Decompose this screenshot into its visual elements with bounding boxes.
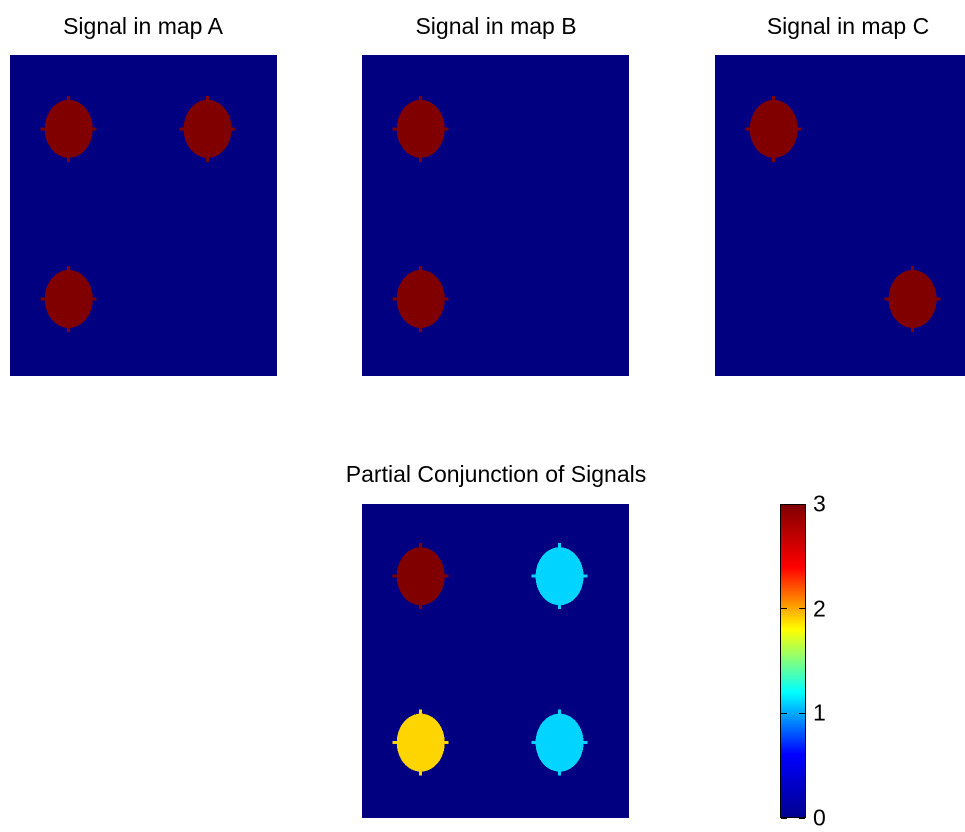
heatmap-background (362, 55, 629, 376)
heatmap-map-a-svg (10, 55, 277, 376)
blob-1 (884, 265, 941, 332)
title-map-a: Signal in map A (63, 13, 223, 39)
colorbar-tick-label-1: 1 (813, 699, 826, 726)
blob-2 (392, 709, 449, 776)
blob-1 (392, 265, 449, 332)
blob-0 (392, 95, 449, 162)
blob-0 (392, 543, 449, 610)
blob-1 (179, 95, 236, 162)
heatmap-map-c (715, 55, 965, 376)
colorbar-tick-left-0 (781, 818, 787, 819)
heatmap-map-b-svg (362, 55, 629, 376)
blob-2 (40, 265, 97, 332)
heatmap-map-a (10, 55, 277, 376)
colorbar-tick-2 (799, 608, 805, 609)
colorbar-tick-left-3 (781, 504, 787, 505)
colorbar-tick-label-0: 0 (813, 804, 826, 831)
title-map-b: Signal in map B (415, 13, 577, 39)
blob-1 (531, 543, 588, 610)
heatmap-conjunction (362, 504, 629, 818)
blob-3 (531, 709, 588, 776)
title-map-c: Signal in map C (766, 13, 930, 39)
colorbar-tick-0 (799, 818, 805, 819)
colorbar-tick-1 (799, 713, 805, 714)
colorbar-tick-label-2: 2 (813, 595, 826, 622)
heatmap-conjunction-svg (362, 504, 629, 818)
colorbar-tick-label-3: 3 (813, 490, 826, 517)
colorbar-tick-left-1 (781, 713, 787, 714)
heatmap-background (715, 55, 965, 376)
title-conjunction: Partial Conjunction of Signals (345, 461, 647, 487)
blob-0 (745, 95, 802, 162)
blob-0 (40, 95, 97, 162)
heatmap-background (362, 504, 629, 818)
heatmap-map-b (362, 55, 629, 376)
heatmap-map-c-svg (715, 55, 965, 376)
colorbar (780, 504, 806, 818)
heatmap-background (10, 55, 277, 376)
colorbar-tick-3 (799, 504, 805, 505)
colorbar-tick-left-2 (781, 608, 787, 609)
